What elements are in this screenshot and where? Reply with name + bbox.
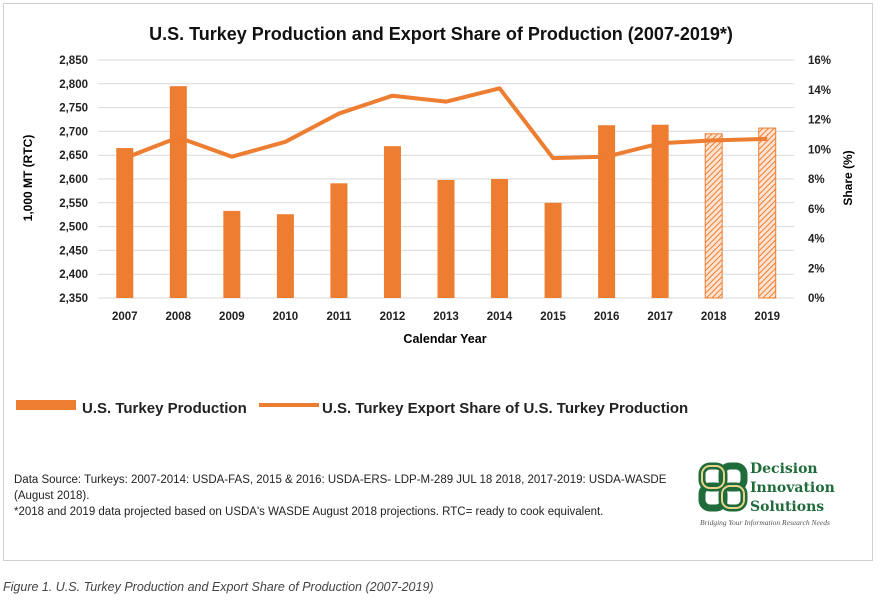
y-left-tick-label: 2,850 bbox=[59, 55, 88, 67]
bar-2009 bbox=[223, 210, 241, 298]
x-tick-label: 2012 bbox=[380, 311, 406, 323]
bar-2013 bbox=[437, 179, 455, 298]
company-logo: Decision Innovation Solutions Bridging Y… bbox=[694, 456, 864, 534]
x-tick-label: 2014 bbox=[487, 311, 513, 323]
logo-line-3: Solutions bbox=[750, 499, 825, 515]
y-axis-right-label: Share (%) bbox=[841, 150, 855, 205]
logo-tagline: Bridging Your Information Research Needs bbox=[700, 518, 830, 527]
y-right-tick-label: 16% bbox=[808, 55, 831, 67]
y-right-tick-label: 14% bbox=[808, 85, 831, 97]
y-left-tick-label: 2,650 bbox=[59, 150, 88, 162]
x-tick-label: 2013 bbox=[433, 311, 459, 323]
bar-2014 bbox=[491, 179, 509, 298]
y-right-tick-label: 6% bbox=[808, 204, 825, 216]
y-right-tick-label: 10% bbox=[808, 144, 831, 156]
y-left-tick-label: 2,400 bbox=[59, 269, 88, 281]
y-right-tick-label: 2% bbox=[808, 263, 825, 275]
bar-2017 bbox=[651, 124, 669, 299]
y-left-tick-label: 2,500 bbox=[59, 222, 88, 234]
x-axis-label: Calendar Year bbox=[403, 332, 486, 346]
bar-2015 bbox=[544, 202, 562, 298]
chart-frame: U.S. Turkey Production and Export Share … bbox=[3, 3, 873, 561]
y-left-tick-label: 2,750 bbox=[59, 103, 88, 115]
y-left-tick-label: 2,800 bbox=[59, 79, 88, 91]
x-tick-label: 2016 bbox=[594, 311, 620, 323]
x-tick-label: 2017 bbox=[647, 311, 673, 323]
x-tick-label: 2010 bbox=[273, 311, 299, 323]
bar-2008 bbox=[169, 86, 187, 299]
y-axis-left-label: 1,000 MT (RTC) bbox=[21, 135, 35, 222]
y-left-tick-label: 2,700 bbox=[59, 126, 88, 138]
knot-logo-icon bbox=[698, 462, 748, 512]
legend-label-production: U.S. Turkey Production bbox=[82, 400, 247, 417]
bar-2007 bbox=[116, 148, 134, 298]
logo-line-2: Innovation bbox=[750, 480, 835, 496]
y-right-tick-label: 4% bbox=[808, 234, 825, 246]
x-tick-label: 2011 bbox=[326, 311, 352, 323]
y-right-tick-label: 12% bbox=[808, 115, 831, 127]
share-line bbox=[124, 86, 768, 161]
y-left-tick-label: 2,600 bbox=[59, 174, 88, 186]
y-left-tick-label: 2,350 bbox=[59, 293, 88, 305]
x-tick-label: 2007 bbox=[112, 311, 138, 323]
x-tick-label: 2018 bbox=[701, 311, 727, 323]
y-right-tick-label: 8% bbox=[808, 174, 825, 186]
legend-swatch-production bbox=[16, 400, 76, 410]
bar-2012 bbox=[383, 146, 401, 298]
x-tick-label: 2019 bbox=[754, 311, 780, 323]
y-left-tick-label: 2,450 bbox=[59, 245, 88, 257]
logo-line-1: Decision bbox=[750, 461, 818, 477]
legend: U.S. Turkey Production U.S. Turkey Expor… bbox=[16, 400, 688, 417]
y-left-tick-label: 2,550 bbox=[59, 198, 88, 210]
bar-2010 bbox=[276, 214, 294, 298]
note-projection: *2018 and 2019 data projected based on U… bbox=[14, 506, 604, 518]
x-tick-label: 2009 bbox=[219, 311, 245, 323]
logo-wordmark: Decision Innovation Solutions bbox=[750, 460, 835, 517]
bar-2018 bbox=[704, 133, 723, 299]
figure-caption: Figure 1. U.S. Turkey Production and Exp… bbox=[3, 580, 434, 594]
x-tick-label: 2008 bbox=[166, 311, 192, 323]
note-source: Data Source: Turkeys: 2007-2014: USDA-FA… bbox=[14, 474, 667, 502]
x-tick-label: 2015 bbox=[540, 311, 566, 323]
combo-chart: U.S. Turkey Production and Export Share … bbox=[16, 24, 855, 417]
bar-2019 bbox=[758, 127, 777, 299]
chart-title: U.S. Turkey Production and Export Share … bbox=[149, 24, 733, 44]
y-right-tick-label: 0% bbox=[808, 293, 825, 305]
bar-2011 bbox=[330, 183, 348, 298]
data-source-note: Data Source: Turkeys: 2007-2014: USDA-FA… bbox=[14, 472, 679, 520]
bar-2016 bbox=[598, 125, 616, 298]
legend-label-share: U.S. Turkey Export Share of U.S. Turkey … bbox=[322, 400, 688, 417]
